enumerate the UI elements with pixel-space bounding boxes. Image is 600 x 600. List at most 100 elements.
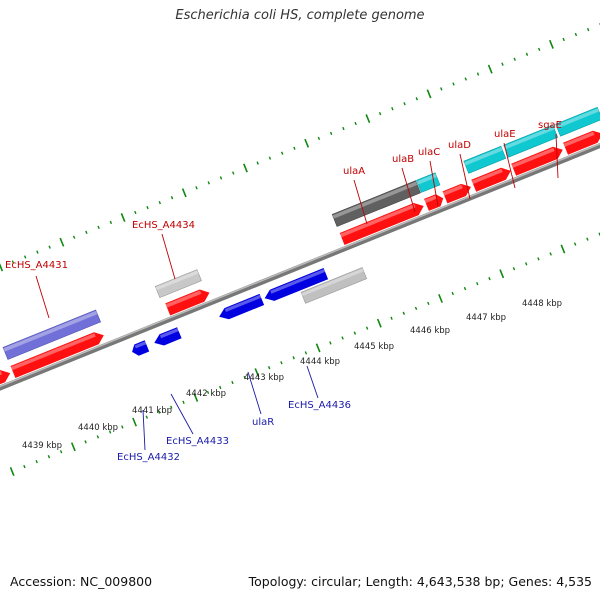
- map-title: Escherichia coli HS, complete genome: [175, 8, 425, 23]
- bottom-tick: [23, 464, 26, 469]
- forward-gene: [165, 289, 210, 316]
- top-tick: [36, 250, 39, 254]
- bottom-tick: [206, 390, 210, 395]
- feature-blocks: [0, 106, 600, 385]
- top-tick: [317, 136, 321, 141]
- bottom-tick: [132, 417, 137, 427]
- bottom-tick: [35, 459, 38, 464]
- bottom-tick: [219, 385, 222, 390]
- kbp-label: 4446 kbp: [410, 326, 450, 336]
- bottom-tick: [315, 343, 321, 353]
- bottom-tick: [280, 361, 283, 365]
- top-tick: [574, 32, 578, 37]
- top-tick: [513, 57, 516, 61]
- bottom-tick: [193, 392, 199, 402]
- cyan-feature: [503, 124, 559, 158]
- bottom-tick: [414, 306, 418, 310]
- bottom-tick: [524, 262, 528, 266]
- bottom-tick: [341, 336, 344, 340]
- gene-label: ulaB: [392, 154, 414, 165]
- pseudo-feature-bottom: [300, 267, 368, 304]
- kbp-label: 4447 kbp: [466, 313, 506, 323]
- top-tick: [549, 39, 554, 49]
- bottom-tick: [329, 341, 332, 345]
- bottom-tick: [560, 244, 566, 254]
- top-tick: [304, 138, 310, 148]
- top-tick: [23, 255, 27, 259]
- label-leader: [459, 153, 471, 200]
- gene-label: EcHS_A4431: [5, 260, 68, 271]
- label-leader: [555, 133, 559, 179]
- kbp-label: 4445 kbp: [354, 342, 394, 352]
- top-tick: [268, 156, 272, 160]
- reverse-gene: [264, 268, 329, 301]
- bottom-tick: [499, 269, 505, 279]
- top-tick: [134, 210, 137, 215]
- label-leader: [401, 167, 416, 213]
- forward-gene: [10, 332, 104, 378]
- bottom-tick: [170, 405, 173, 409]
- dark-feature: [331, 180, 421, 227]
- top-tick: [219, 176, 223, 180]
- bottom-tick: [488, 277, 491, 281]
- label-leader: [142, 409, 146, 451]
- label-leader: [247, 371, 262, 415]
- gene-label: ulaC: [418, 147, 440, 158]
- top-tick: [232, 171, 235, 175]
- gene-label: EcHS_A4433: [166, 436, 229, 447]
- top-tick: [501, 62, 504, 66]
- purple-feature: [2, 309, 101, 360]
- bottom-tick: [254, 368, 260, 378]
- kbp-label: 4442 kbp: [186, 389, 226, 399]
- bottom-tick: [96, 435, 100, 439]
- kbp-label: 4443 kbp: [244, 373, 284, 383]
- top-tick: [11, 260, 15, 264]
- top-tick: [440, 87, 443, 91]
- kbp-label: 4441 kbp: [132, 406, 172, 416]
- bottom-tick: [267, 366, 271, 370]
- reverse-gene: [154, 327, 182, 346]
- top-tick: [120, 213, 126, 222]
- bottom-tick: [365, 326, 369, 330]
- top-tick: [378, 111, 382, 116]
- bottom-tick: [182, 400, 185, 404]
- label-leader: [35, 275, 50, 319]
- bottom-tick: [451, 291, 454, 296]
- bottom-tick: [84, 440, 87, 444]
- top-tick: [525, 52, 529, 56]
- bottom-tick: [9, 467, 15, 476]
- bottom-tick: [549, 252, 552, 256]
- backbone-line: [0, 142, 600, 391]
- gene-label: EcHS_A4436: [288, 400, 351, 411]
- top-tick: [415, 97, 419, 101]
- gene-labels: EcHS_A4431 EcHS_A4434 ulaA ulaB ulaC ulaD ulaE…: [5, 120, 562, 463]
- forward-gene: [339, 203, 424, 245]
- accession-text: Accession: NC_009800: [10, 574, 153, 589]
- cyan-feature: [555, 106, 600, 137]
- gene-label: ulaR: [252, 417, 274, 428]
- bottom-tick: [586, 237, 589, 241]
- gene-label: ulaA: [343, 166, 365, 177]
- top-tick: [207, 181, 210, 185]
- kbp-label: 4448 kbp: [522, 299, 562, 309]
- top-tick: [146, 205, 149, 210]
- kbp-label: 4444 kbp: [300, 357, 340, 367]
- kbp-labels: 4439 kbp 4440 kbp 4441 kbp 4442 kbp 4443 kbp…: [22, 299, 562, 451]
- reverse-gene: [219, 293, 265, 320]
- label-leader: [161, 233, 176, 280]
- gene-label: ulaE: [494, 129, 516, 140]
- top-tick: [97, 225, 100, 230]
- top-tick: [562, 37, 565, 42]
- bottom-tick: [121, 425, 124, 429]
- top-tick: [109, 220, 113, 225]
- top-tick: [293, 146, 296, 150]
- top-tick: [243, 163, 248, 173]
- top-tick: [365, 114, 371, 124]
- top-tick: [329, 131, 333, 136]
- bottom-tick: [243, 375, 246, 380]
- bottom-tick: [157, 410, 161, 414]
- bottom-tick: [304, 351, 308, 355]
- top-tick: [586, 27, 590, 32]
- top-tick: [181, 188, 187, 198]
- gene-label: sgaE: [538, 120, 562, 131]
